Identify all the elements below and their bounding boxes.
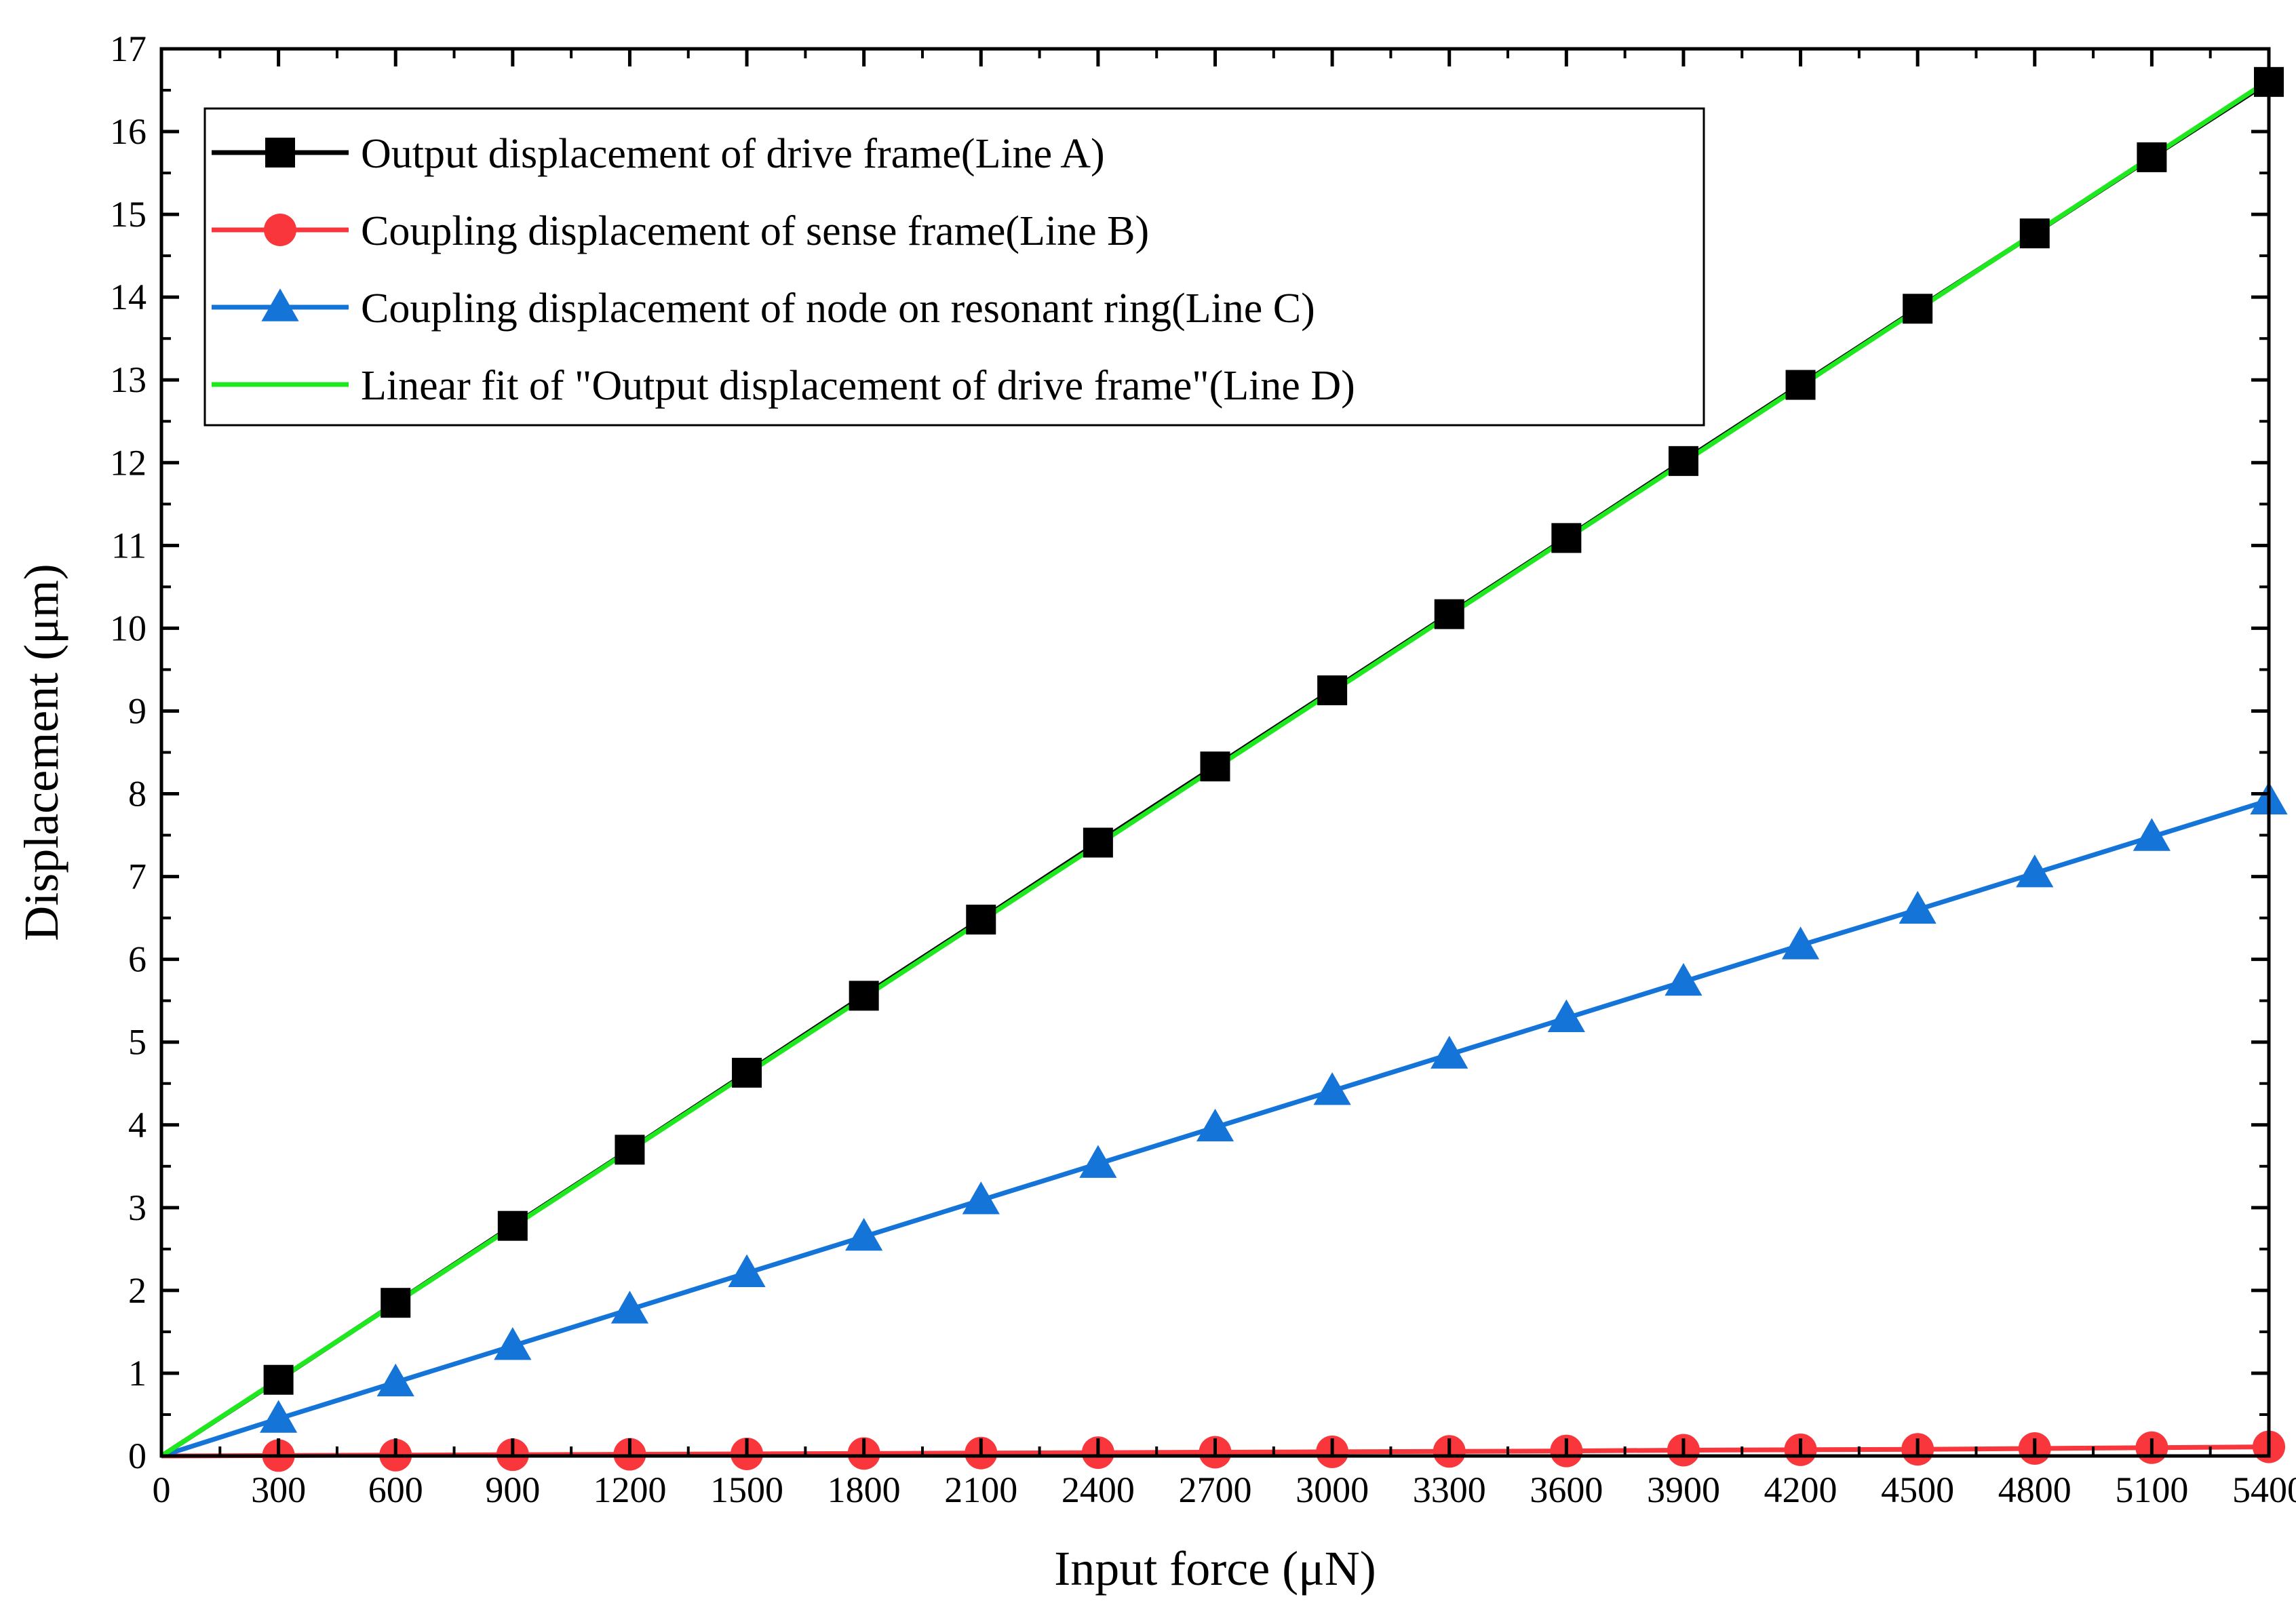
x-tick-label: 1800	[828, 1470, 901, 1510]
data-point	[962, 1181, 1000, 1215]
legend-item: Coupling displacement of node on resonan…	[212, 285, 1315, 332]
data-point	[2133, 818, 2171, 851]
data-point	[1313, 1072, 1351, 1105]
data-point	[1899, 890, 1937, 924]
legend: Output displacement of drive frame(Line …	[203, 107, 1705, 427]
data-point	[1317, 675, 1348, 705]
series-layer	[160, 66, 2288, 1472]
x-tick-label: 600	[368, 1470, 423, 1510]
data-point	[2019, 218, 2050, 249]
data-point	[845, 1217, 883, 1251]
y-tick-label: 16	[110, 111, 147, 152]
legend-item: Output displacement of drive frame(Line …	[212, 131, 1105, 177]
y-tick-label: 14	[110, 277, 147, 317]
data-point	[1200, 751, 1230, 782]
legend-label: Linear fit of "Output displacement of dr…	[361, 363, 1355, 409]
x-tick-label: 0	[153, 1470, 171, 1510]
data-point	[1547, 999, 1585, 1033]
data-point	[2137, 142, 2167, 172]
y-tick-label: 13	[110, 359, 147, 400]
data-point	[1434, 599, 1464, 629]
data-point	[849, 981, 879, 1011]
data-point	[1431, 1036, 1468, 1069]
data-point	[1551, 523, 1582, 553]
y-tick-label: 17	[110, 28, 147, 69]
data-point	[2016, 854, 2054, 888]
legend-label: Output displacement of drive frame(Line …	[361, 131, 1105, 177]
x-tick-label: 300	[251, 1470, 306, 1510]
y-tick-label: 4	[128, 1105, 147, 1145]
data-point	[1083, 827, 1113, 858]
x-tick-label: 3300	[1413, 1470, 1486, 1510]
data-point	[966, 905, 996, 935]
data-point	[1196, 1108, 1234, 1142]
plot-frame	[159, 47, 2271, 1458]
y-tick-label: 1	[128, 1353, 147, 1394]
data-point	[263, 1364, 294, 1395]
y-tick-label: 3	[128, 1187, 147, 1228]
x-tick-label: 2400	[1062, 1470, 1135, 1510]
legend-swatch-marker	[261, 288, 299, 321]
series-3-markers	[260, 781, 2288, 1433]
y-tick-label: 11	[111, 525, 147, 566]
data-point	[260, 1400, 298, 1433]
y-tick-label: 2	[128, 1270, 147, 1311]
y-tick-label: 7	[128, 856, 147, 897]
x-tick-label: 1200	[593, 1470, 666, 1510]
data-point	[497, 1210, 528, 1241]
axes-layer: 0 300 600 900 1200 1500 1800 2100 2400 2700 3000 33…	[110, 28, 2296, 1510]
legend-item: Linear fit of "Output displacement of dr…	[212, 363, 1355, 409]
data-point	[381, 1288, 411, 1318]
y-axis-title: Displacement (μm)	[14, 564, 69, 941]
x-tick-label: 3000	[1296, 1470, 1369, 1510]
legend-box	[203, 107, 1705, 427]
y-tick-label: 12	[110, 442, 147, 483]
x-tick-label: 4800	[1998, 1470, 2071, 1510]
data-point	[1079, 1145, 1117, 1178]
x-tick-label: 3900	[1647, 1470, 1720, 1510]
x-tick-label: 1500	[710, 1470, 783, 1510]
data-point	[1668, 446, 1698, 476]
data-point	[610, 1290, 649, 1324]
legend-swatch-marker	[264, 214, 296, 246]
data-point	[376, 1363, 414, 1397]
data-point	[728, 1254, 766, 1287]
x-tick-label: 3600	[1530, 1470, 1603, 1510]
y-tick-label: 15	[110, 194, 147, 235]
y-tick-label: 5	[128, 1022, 147, 1063]
data-point	[494, 1327, 532, 1360]
legend-item: Coupling displacement of sense frame(Lin…	[212, 208, 1149, 254]
x-axis-title: Input force (μN)	[1054, 1541, 1376, 1596]
x-tick-label: 900	[485, 1470, 540, 1510]
series-1-markers	[263, 66, 2284, 1395]
data-point	[615, 1135, 645, 1165]
x-tick-label: 4500	[1881, 1470, 1954, 1510]
data-point	[1903, 294, 1933, 324]
x-tick-label: 5100	[2115, 1470, 2188, 1510]
data-point	[732, 1057, 762, 1088]
data-point	[1781, 926, 1820, 960]
x-tick-label: 4200	[1764, 1470, 1837, 1510]
legend-label: Coupling displacement of node on resonan…	[361, 285, 1315, 332]
y-tick-label: 6	[128, 939, 147, 980]
data-point	[1785, 370, 1816, 400]
x-tick-label: 2700	[1179, 1470, 1252, 1510]
y-tick-label: 0	[128, 1436, 147, 1476]
data-point	[1665, 963, 1702, 996]
y-tick-label: 9	[128, 690, 147, 731]
x-tick-label: 2100	[944, 1470, 1017, 1510]
legend-label: Coupling displacement of sense frame(Lin…	[361, 208, 1149, 254]
y-tick-label: 8	[128, 774, 147, 814]
legend-swatch-marker	[265, 138, 295, 167]
y-tick-label: 10	[110, 608, 147, 648]
